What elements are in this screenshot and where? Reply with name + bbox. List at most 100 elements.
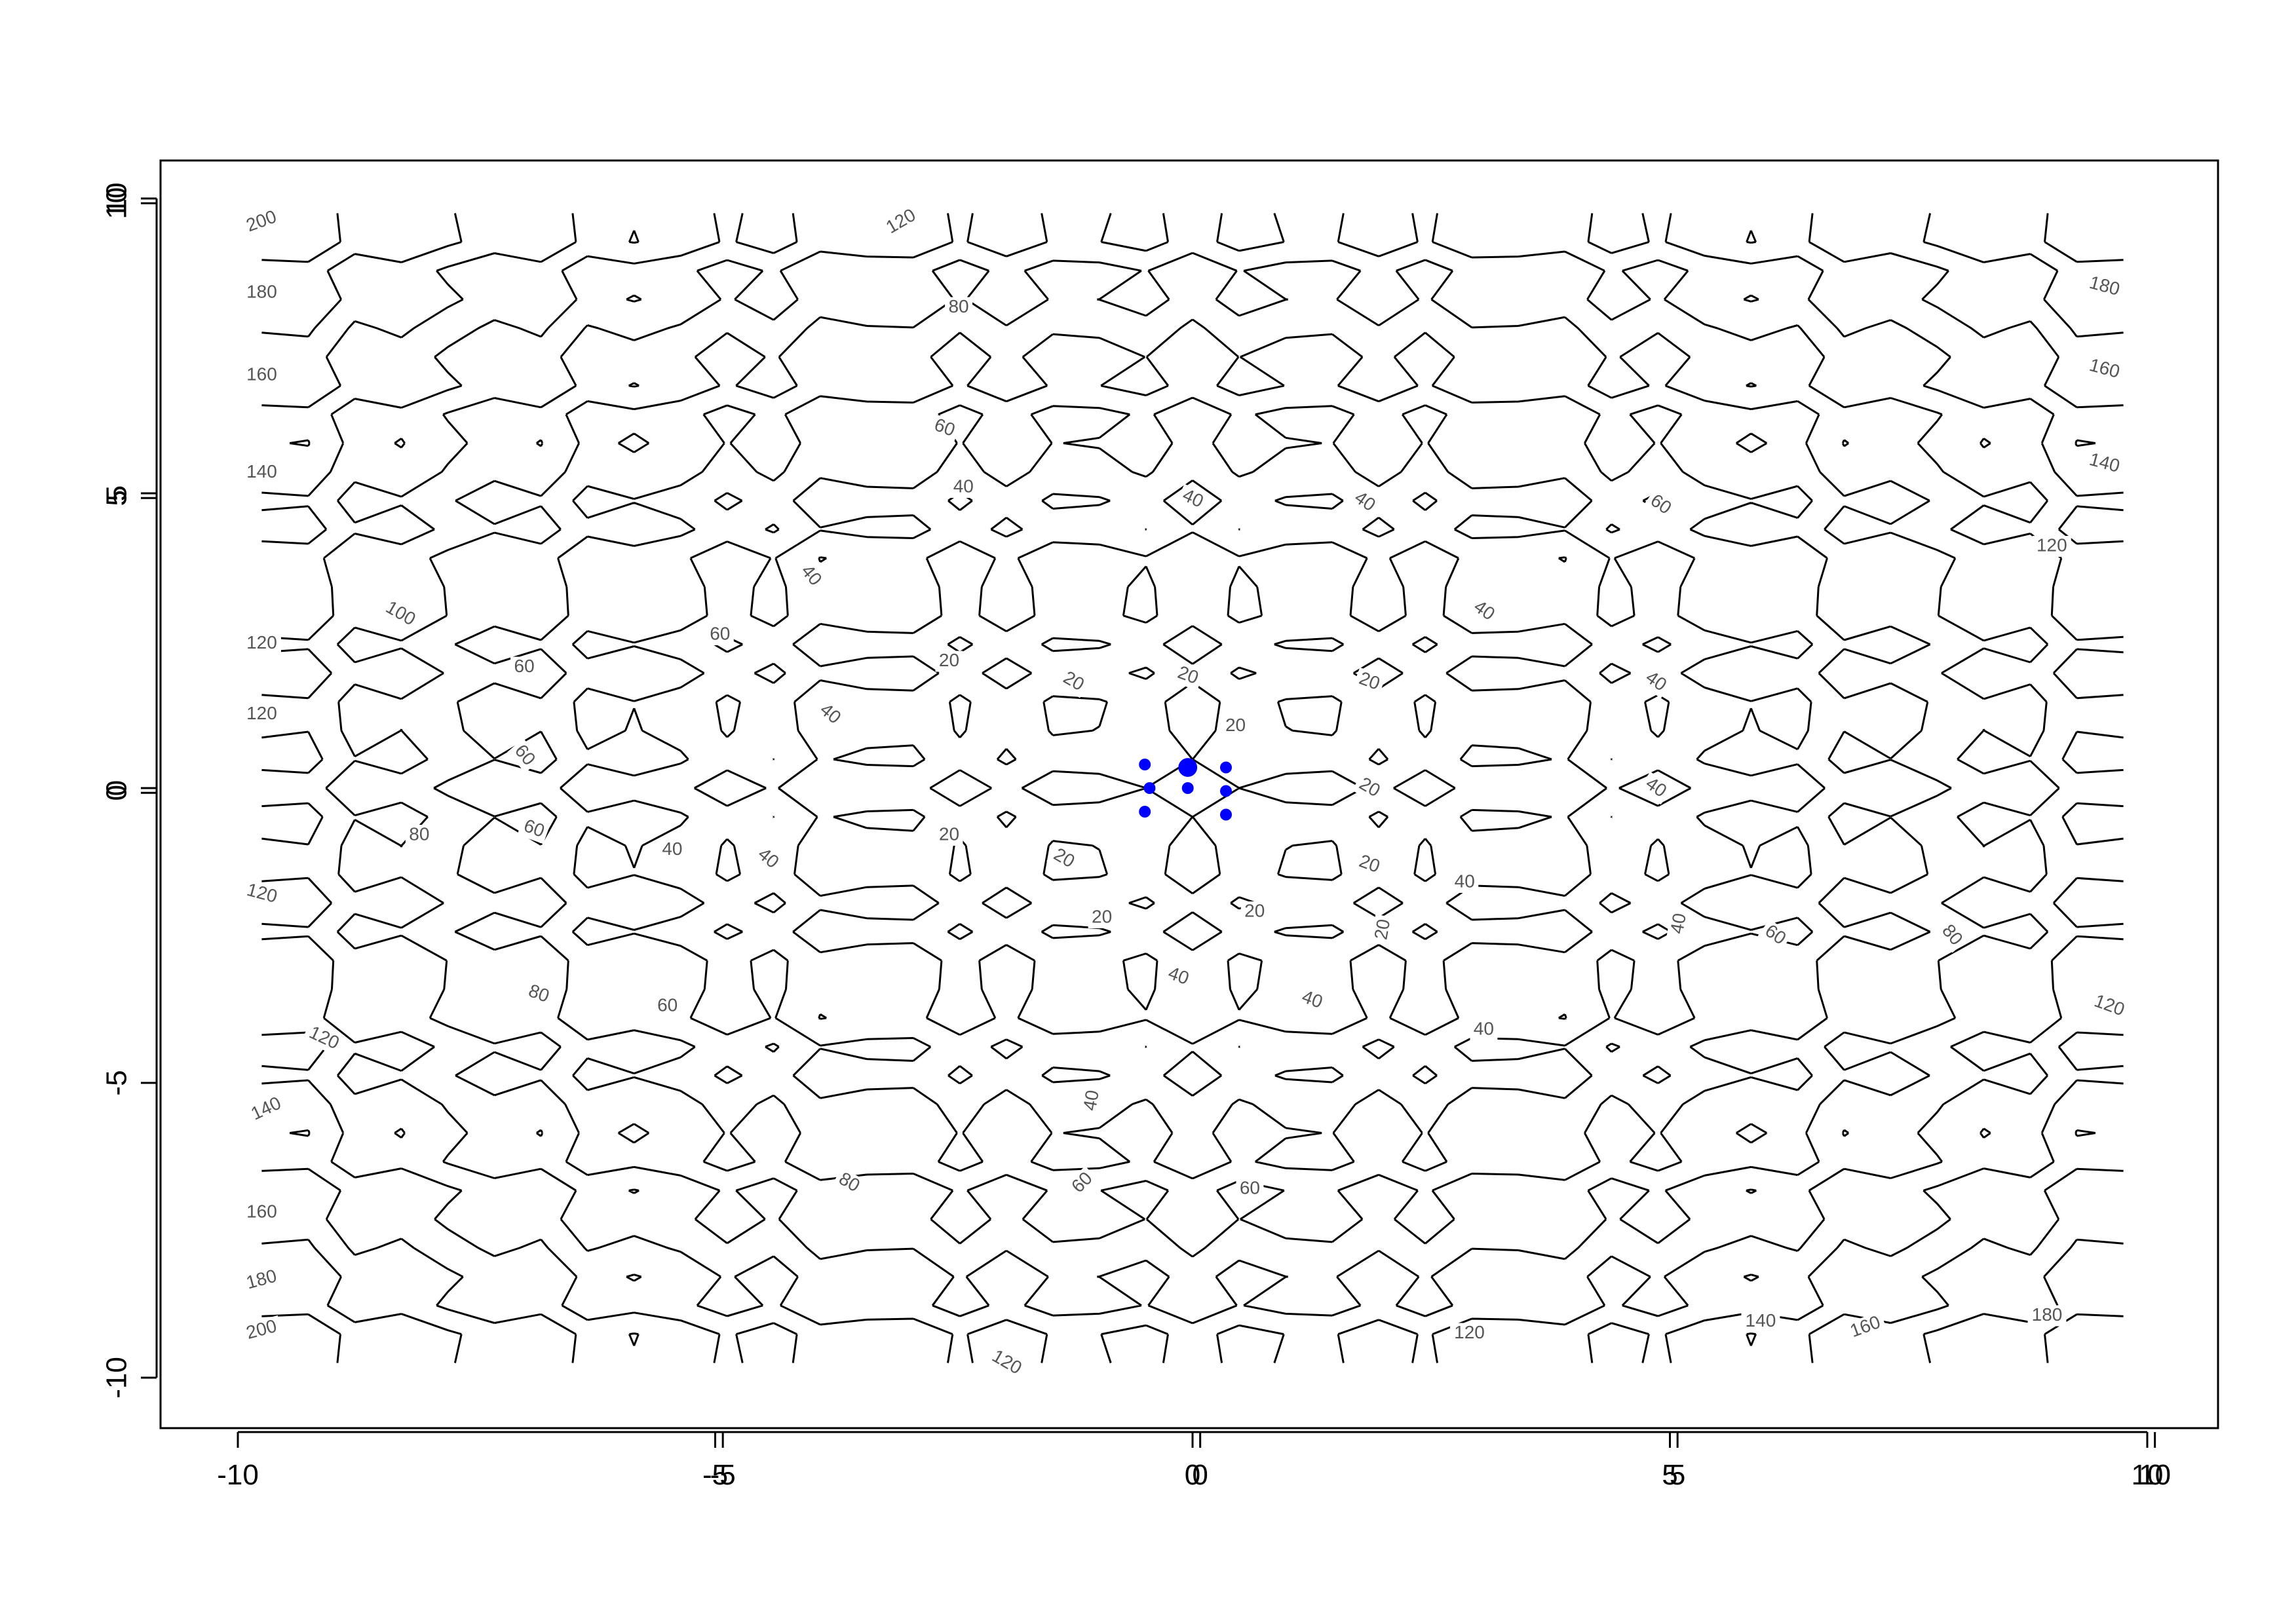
contour-label-text: 120 [246,703,277,723]
contour-label: 160 [242,364,281,386]
contour-label: 60 [653,994,681,1017]
contour-label: 60 [1643,488,1678,522]
contour-line [261,213,2124,1363]
y-overlay-tick-label: 10 [101,187,133,219]
contour-label-bg [1347,485,1382,519]
contour-label: 120 [242,632,281,654]
contour-label-text: 40 [662,839,682,859]
data-point [1219,785,1232,797]
contour-line [929,625,1456,951]
contour-label-text: 20 [939,823,959,844]
contour-label-bg [1171,661,1204,691]
contour-label-bg [935,825,963,846]
contour-label-text: 40 [1455,871,1475,891]
contour-label-bg [242,704,281,725]
y-tick-label: 5 [101,485,133,501]
contour-label: 40 [1470,1018,1498,1040]
contour-label-text: 140 [1746,1310,1776,1331]
contour-label-bg [1065,1165,1100,1201]
contour-label: 160 [242,1201,281,1223]
contour-line [325,252,2060,1325]
contour-label-bg [242,282,281,303]
contour-lines [261,213,2124,1363]
contour-label-bg [945,297,973,318]
x-tick-label: -5 [702,1459,728,1491]
contour-label-bg [301,1021,346,1057]
contour-label: 20 [935,823,963,846]
contour-label-text: 60 [1240,1177,1260,1198]
contour-label-text: 60 [710,623,730,643]
contour-label: 80 [405,823,433,846]
contour-label-bg [1079,1085,1105,1116]
contour-line [433,318,1952,1258]
data-point [1139,806,1151,818]
contour-label-bg [927,413,961,444]
contour-label-text: 40 [1474,1018,1494,1038]
contour-label-bg [2082,354,2126,385]
contour-label-bg [832,1167,866,1199]
contour-label-text: 120 [1454,1322,1485,1342]
contour-label-bg [1741,1311,1780,1332]
contour-label-text: 20 [1225,715,1246,735]
x-tick-label: 5 [1662,1459,1677,1491]
contour-label-bg [1352,850,1386,880]
contour-label-bg [812,697,847,732]
contour-line [261,213,2124,1363]
contour-label-text: 20 [1092,906,1112,926]
contour-label: 40 [949,476,978,498]
contour-label: 20 [1088,906,1116,928]
contour-line [693,480,1692,1097]
contour-label-bg [507,738,541,773]
contour-label: 120 [242,703,281,725]
contour-label-bg [378,595,423,633]
contour-label: 60 [927,413,961,444]
contour-label-text: 160 [246,364,277,384]
contour-label-bg [1161,962,1195,992]
contour-label-bg [240,205,284,239]
contour-label-bg [1176,483,1210,515]
contour-label-text: 120 [246,632,277,652]
contour-label: 20 [1221,715,1250,737]
x-tick-label: -10 [217,1459,259,1491]
contour-label-bg [1236,1179,1264,1199]
x-tick-label: 10 [2132,1459,2164,1491]
contour-label-text: 120 [2037,535,2067,555]
contour-label-bg [244,1091,289,1127]
data-point [1181,782,1194,794]
contour-label: 20 [1171,661,1204,691]
x-axis: -10 -5 0 5 10 -5 0 5 10 [217,1431,2171,1491]
contour-label-text: 180 [2032,1304,2063,1325]
contour-label: 40 [1295,985,1329,1015]
contour-label-text: 180 [246,281,277,301]
contour-label-bg [510,656,539,678]
contour-label-text: 60 [657,994,678,1015]
contour-label: 180 [2027,1304,2067,1327]
contour-label-bg [1934,918,1969,953]
contour-label-bg [1843,1311,1888,1344]
plot-frame [159,159,2219,1429]
contour-label: 40 [1451,871,1479,893]
contour-label-bg [1450,1323,1489,1344]
contour-label-bg [935,651,963,672]
data-point [1219,808,1232,821]
contour-label: 80 [945,296,973,318]
contour-label-bg [1370,914,1396,945]
contour-label: 40 [1079,1085,1105,1116]
contour-label-text: 80 [948,296,968,316]
contour-label-bg [1666,908,1693,939]
contour-line [261,213,2124,1363]
contour-label: 140 [1741,1310,1780,1332]
contour-label-bg [984,1344,1029,1382]
data-point [1139,759,1151,770]
y-tick-label: -5 [101,1070,133,1095]
contour-label-bg [522,979,556,1010]
contour-label: 20 [1352,667,1386,697]
contour-label-bg [1466,594,1501,628]
contour-label-bg [240,878,284,910]
contour-label-text: 40 [953,476,974,496]
x-overlay-tick-label: 5 [1670,1459,1685,1491]
contour-label-text: 60 [514,656,535,676]
contour-label-bg [405,825,433,846]
contour-line [261,213,2124,1363]
contour-label: 40 [1161,962,1195,992]
